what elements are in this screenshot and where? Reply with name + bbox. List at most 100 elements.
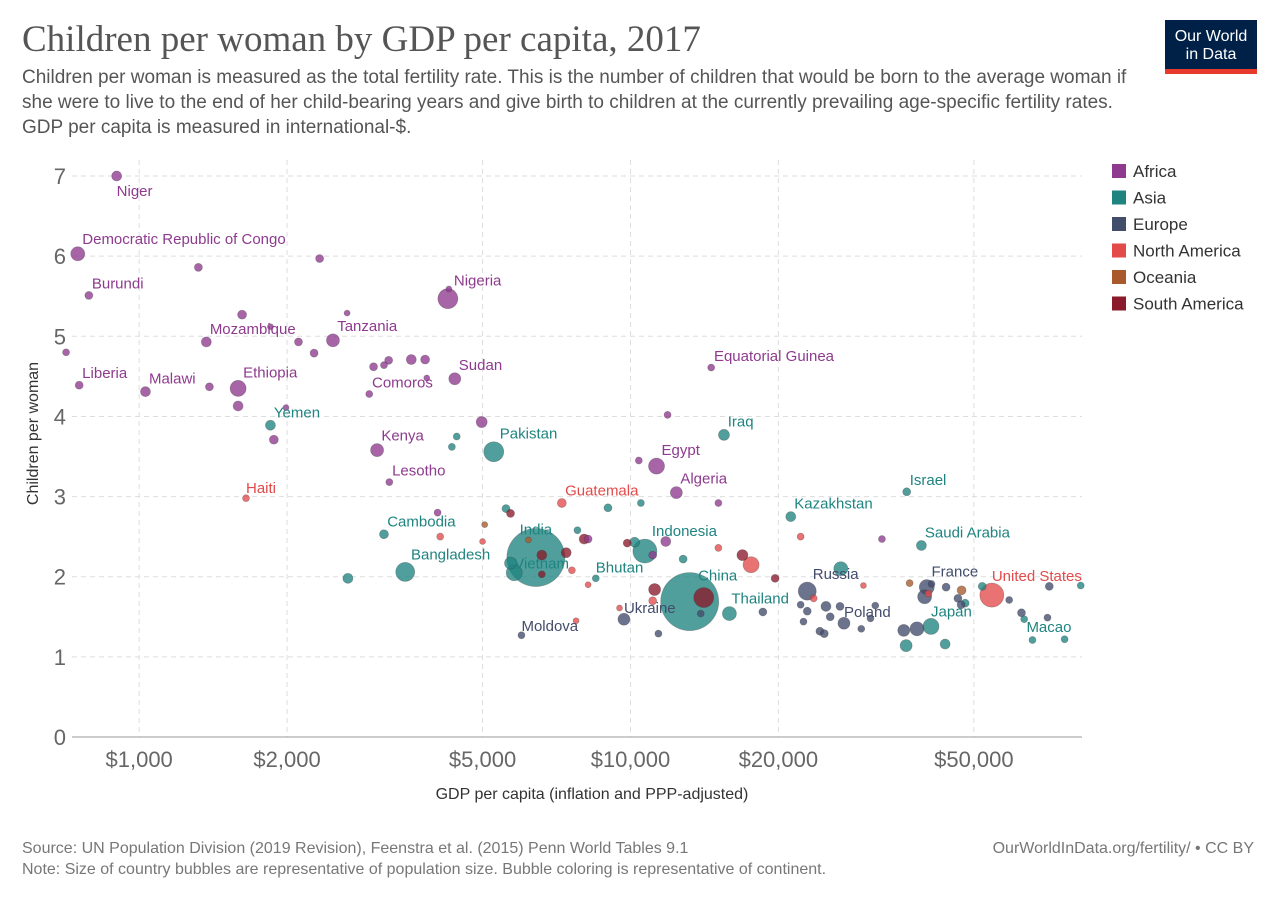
legend-swatch [1112,217,1126,231]
data-point [799,617,808,626]
data-point [866,614,875,623]
country-label: Moldova [521,618,578,635]
data-point [452,432,461,441]
legend-swatch [1112,190,1126,205]
data-point [634,456,643,465]
data-point [343,309,351,317]
data-point [809,594,818,603]
data-point [517,631,526,640]
data-point [722,606,737,621]
country-label: Ethiopia [243,364,298,381]
data-point [448,372,462,386]
data-point [648,550,658,560]
source-note: Source: UN Population Division (2019 Rev… [22,840,689,857]
data-point [267,323,274,331]
country-label: Haiti [246,480,276,497]
data-point [475,416,488,428]
data-point [200,336,212,348]
country-label: Kazakhstan [794,496,872,513]
x-tick-label: $5,000 [449,747,516,772]
data-point [572,617,580,625]
x-axis-label: GDP per capita (inflation and PPP-adjust… [436,786,749,803]
y-tick-label: 1 [54,645,66,670]
country-label: Lesotho [392,463,445,480]
data-point [714,499,723,507]
chart-title: Children per woman by GDP per capita, 20… [22,19,701,60]
data-point [902,487,912,497]
bubble-note: Note: Size of country bubbles are repres… [22,861,827,878]
data-point [568,566,576,575]
country-label: Kenya [381,428,424,445]
data-point [537,570,546,579]
data-point [1044,581,1054,591]
data-point [922,618,940,635]
data-point [622,538,632,548]
data-point [860,582,867,589]
legend-label: Europe [1133,215,1188,234]
legend-label: Africa [1133,162,1177,181]
data-point [229,380,247,397]
country-label: Malawi [149,371,196,388]
country-label: Yemen [274,404,320,421]
country-label: Burundi [92,275,144,292]
data-point [693,587,715,608]
y-tick-label: 2 [54,565,66,590]
data-point [282,404,290,411]
data-point [1076,581,1085,590]
data-point [941,582,951,592]
data-point [111,170,123,182]
data-point [591,574,600,583]
data-point [536,549,548,561]
data-point [819,629,829,638]
data-point [194,263,203,272]
data-point [481,521,489,528]
data-point [927,580,936,588]
country-label: Sudan [459,357,502,374]
data-point [770,573,780,583]
country-label: Comoros [372,375,433,392]
y-tick-label: 5 [54,324,66,349]
data-point [448,443,456,451]
data-point [384,355,394,365]
license-link[interactable]: OurWorldInData.org/fertility/ • CC BY [992,840,1254,857]
country-label: Ukraine [624,600,676,617]
data-point [654,629,663,638]
legend-swatch [1112,243,1126,258]
owid-logo[interactable]: Our World in Data [1165,20,1257,74]
data-point [939,638,951,650]
x-tick-label: $10,000 [591,747,671,772]
data-point [237,309,247,320]
data-point [436,532,445,541]
country-label: Bhutan [596,559,644,576]
country-label: India [520,521,553,538]
y-tick-label: 6 [54,244,66,269]
x-tick-label: $1,000 [106,747,173,772]
data-point [785,511,797,522]
data-point [871,601,880,610]
data-point [897,624,911,637]
data-point [796,600,805,609]
data-point [560,547,572,559]
data-point [309,348,319,358]
data-point [616,604,623,612]
x-tick-label: $2,000 [253,747,320,772]
data-point [583,534,593,544]
y-tick-label: 4 [54,404,66,429]
data-point [603,503,613,513]
country-label: Liberia [82,365,128,382]
data-point [742,556,760,574]
data-point [953,594,963,603]
data-point [294,337,303,347]
data-point [956,600,966,610]
data-point [648,596,658,606]
country-label: Equatorial Guinea [714,348,835,365]
data-point [835,602,845,611]
data-point [956,585,967,596]
data-point [1028,636,1037,644]
x-tick-label: $50,000 [934,747,1014,772]
country-label: China [698,568,738,585]
data-point [796,532,805,541]
data-point [696,609,705,618]
data-point [857,624,866,633]
data-point [525,536,532,544]
